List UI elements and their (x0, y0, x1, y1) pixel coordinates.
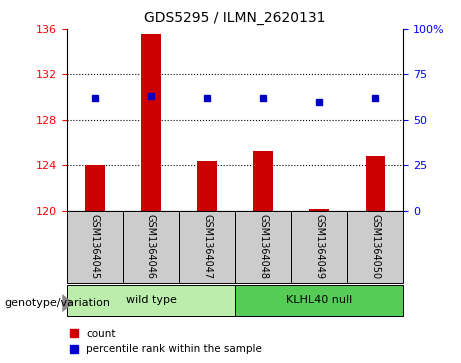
Bar (347, 211, 403, 283)
Bar (254, 151, 273, 211)
Text: genotype/variation: genotype/variation (5, 298, 111, 308)
Legend: count, percentile rank within the sample: count, percentile rank within the sample (70, 329, 262, 354)
Bar (67, 211, 123, 283)
Text: wild type: wild type (125, 295, 177, 305)
Text: GSM1364048: GSM1364048 (258, 214, 268, 279)
Bar (141, 34, 161, 211)
Bar (123, 211, 179, 283)
Text: GSM1364047: GSM1364047 (202, 214, 212, 279)
Bar (235, 285, 403, 316)
Bar (67, 285, 235, 316)
Polygon shape (62, 294, 74, 312)
Title: GDS5295 / ILMN_2620131: GDS5295 / ILMN_2620131 (144, 11, 326, 25)
Text: GSM1364046: GSM1364046 (146, 214, 156, 279)
Bar (291, 211, 347, 283)
Text: GSM1364045: GSM1364045 (90, 214, 100, 279)
Bar (197, 161, 217, 211)
Bar (366, 156, 385, 211)
Bar (179, 211, 235, 283)
Bar (235, 211, 291, 283)
Text: GSM1364049: GSM1364049 (314, 214, 324, 279)
Text: KLHL40 null: KLHL40 null (286, 295, 352, 305)
Bar (309, 209, 329, 211)
Text: GSM1364050: GSM1364050 (370, 214, 380, 279)
Bar (85, 164, 105, 211)
